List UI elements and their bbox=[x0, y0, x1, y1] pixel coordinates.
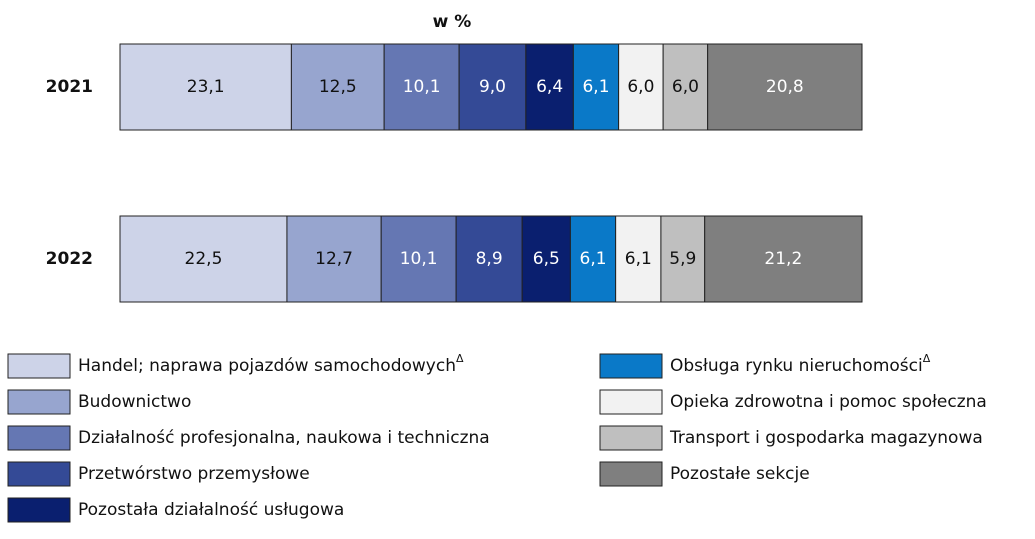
bar-segment bbox=[119, 215, 288, 303]
bar-segment bbox=[662, 43, 709, 131]
bar-segment bbox=[290, 43, 385, 131]
value-label: 20,8 bbox=[766, 77, 804, 97]
legend-swatch bbox=[7, 425, 71, 451]
legend-name: Transport i gospodarka magazynowa bbox=[669, 428, 983, 448]
value-label: 6,1 bbox=[580, 249, 607, 269]
legend-swatch bbox=[7, 389, 71, 415]
legend-footnote: Δ bbox=[923, 352, 931, 365]
value-label: 12,5 bbox=[319, 77, 357, 97]
value-label: 8,9 bbox=[476, 249, 503, 269]
legend-label: Transport i gospodarka magazynowa bbox=[669, 428, 983, 448]
chart-title: w % bbox=[433, 12, 472, 32]
bar-segment bbox=[572, 43, 620, 131]
value-label: 23,1 bbox=[187, 77, 225, 97]
bar-segment bbox=[707, 43, 863, 131]
legend-swatch bbox=[7, 461, 71, 487]
bar-segment bbox=[660, 215, 706, 303]
bar-segment bbox=[615, 215, 662, 303]
value-label: 6,0 bbox=[627, 77, 654, 97]
category-label: 2022 bbox=[46, 249, 93, 269]
value-label: 21,2 bbox=[764, 249, 802, 269]
bar-segment bbox=[704, 215, 863, 303]
legend-name: Pozostała działalność usługowa bbox=[78, 500, 344, 520]
bar-segment bbox=[521, 215, 571, 303]
value-label: 10,1 bbox=[403, 77, 441, 97]
legend-swatch bbox=[599, 425, 663, 451]
legend-label: Działalność profesjonalna, naukowa i tec… bbox=[78, 428, 490, 448]
legend-name: Budownictwo bbox=[78, 392, 191, 412]
bar-segment bbox=[383, 43, 460, 131]
legend-label: Handel; naprawa pojazdów samochodowychΔ bbox=[78, 352, 464, 376]
legend-footnote: Δ bbox=[456, 352, 464, 365]
legend-swatch bbox=[7, 497, 71, 523]
legend-name: Pozostałe sekcje bbox=[670, 464, 810, 484]
bar-segment bbox=[458, 43, 527, 131]
bar-segment bbox=[618, 43, 664, 131]
bar-segment bbox=[380, 215, 457, 303]
value-label: 6,1 bbox=[582, 77, 609, 97]
legend-label: Budownictwo bbox=[78, 392, 191, 412]
value-label: 6,4 bbox=[536, 77, 563, 97]
value-label: 6,5 bbox=[533, 249, 560, 269]
bar-segment bbox=[525, 43, 574, 131]
legend-name: Obsługa rynku nieruchomości bbox=[670, 356, 923, 376]
value-label: 6,1 bbox=[625, 249, 652, 269]
legend-label: Obsługa rynku nieruchomościΔ bbox=[670, 352, 931, 376]
legend-label: Opieka zdrowotna i pomoc społeczna bbox=[670, 392, 987, 412]
legend-label: Pozostała działalność usługowa bbox=[78, 500, 344, 520]
legend-label: Pozostałe sekcje bbox=[670, 464, 810, 484]
legend-name: Handel; naprawa pojazdów samochodowych bbox=[78, 356, 456, 376]
legend-swatch bbox=[599, 389, 663, 415]
legend-swatch bbox=[7, 353, 71, 379]
legend-swatch bbox=[599, 461, 663, 487]
legend-name: Opieka zdrowotna i pomoc społeczna bbox=[670, 392, 987, 412]
legend-name: Przetwórstwo przemysłowe bbox=[78, 464, 310, 484]
category-label: 2021 bbox=[46, 77, 93, 97]
value-label: 12,7 bbox=[315, 249, 353, 269]
value-label: 10,1 bbox=[400, 249, 438, 269]
legend-label: Przetwórstwo przemysłowe bbox=[78, 464, 310, 484]
legend-name: Działalność profesjonalna, naukowa i tec… bbox=[78, 428, 490, 448]
value-label: 6,0 bbox=[672, 77, 699, 97]
value-label: 9,0 bbox=[479, 77, 506, 97]
value-label: 5,9 bbox=[669, 249, 696, 269]
bar-segment bbox=[119, 43, 292, 131]
value-label: 22,5 bbox=[185, 249, 223, 269]
legend-swatch bbox=[599, 353, 663, 379]
bar-segment bbox=[455, 215, 523, 303]
